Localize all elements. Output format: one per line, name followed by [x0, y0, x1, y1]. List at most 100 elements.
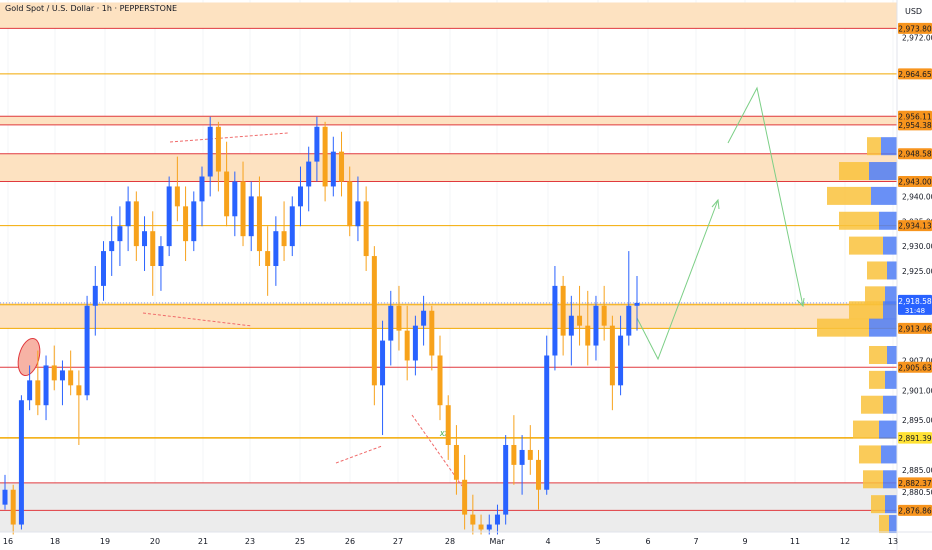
projection-arrowhead-1	[711, 198, 720, 210]
time-axis[interactable]: 16 18 19 20 21 23 25 26 27 28 Mar 4 5 6 7 9 11 12 13	[3, 537, 898, 546]
trendline-channel	[411, 414, 463, 487]
drawings[interactable]: xx	[14, 86, 805, 487]
candle-body	[371, 256, 377, 386]
price-badge-bg	[898, 361, 932, 373]
price-badge-label: 2,891.39	[898, 434, 932, 443]
trendline-low	[335, 445, 383, 464]
time-tick-label: 26	[345, 537, 355, 546]
zone	[0, 153, 897, 182]
profile-sell-bar	[883, 470, 897, 489]
profile-sell-bar	[871, 186, 897, 205]
trendline-bottom	[142, 312, 253, 327]
candle-body	[248, 196, 254, 237]
profile-buy-bar	[839, 162, 869, 181]
time-tick-label: 25	[295, 537, 305, 546]
current-price-label: 2,918.58	[898, 297, 932, 306]
volume-profile	[817, 137, 897, 534]
candle-body	[404, 330, 410, 361]
time-tick-label: 27	[393, 537, 403, 546]
profile-sell-bar	[885, 370, 897, 389]
price-tick-label: 2,901.00	[902, 386, 932, 395]
price-badge-bg	[898, 432, 932, 444]
candle-body	[437, 355, 443, 406]
candle-body	[158, 246, 164, 266]
candle-body	[27, 380, 33, 401]
price-badge-bg	[898, 175, 932, 187]
current-price-badge-bg	[898, 294, 932, 315]
candle-body	[68, 370, 74, 386]
profile-buy-bar	[859, 445, 881, 464]
time-tick-label: 11	[790, 537, 800, 546]
price-badge-label: 2,905.63	[898, 363, 932, 372]
time-tick-label: 19	[100, 537, 110, 546]
candle-body	[494, 514, 500, 525]
profile-buy-bar	[849, 301, 883, 320]
price-badge-bg	[898, 504, 932, 516]
zone	[0, 2, 897, 29]
candle-body	[568, 315, 574, 336]
candle-body	[109, 241, 115, 252]
time-tick-label: 20	[150, 537, 160, 546]
candle-body	[10, 489, 16, 525]
profile-buy-bar	[827, 186, 871, 205]
candle-body	[462, 479, 468, 515]
currency-label[interactable]: USD	[905, 7, 923, 16]
price-badge-label: 2,956.11	[898, 112, 932, 121]
projection-path-1	[636, 199, 719, 361]
time-tick-label: 6	[645, 537, 650, 546]
profile-sell-bar	[883, 236, 897, 255]
candle-body	[478, 524, 484, 530]
candle-body	[363, 201, 369, 257]
candle-body	[347, 181, 353, 227]
candle-body	[503, 444, 509, 515]
candle-body	[577, 315, 583, 326]
candle-body	[552, 285, 558, 356]
projection-path-2	[727, 86, 804, 307]
price-badge-label: 2,964.65	[898, 70, 932, 79]
profile-sell-bar	[869, 318, 897, 337]
time-tick-label: 28	[445, 537, 455, 546]
profile-sell-bar	[889, 515, 897, 534]
candle-body	[133, 201, 139, 247]
candle-body	[174, 186, 180, 207]
candle-body	[380, 340, 386, 386]
candles	[2, 116, 640, 535]
candle-body	[593, 305, 599, 346]
price-badge-bg	[898, 68, 932, 80]
candle-body	[142, 231, 148, 247]
profile-buy-bar	[871, 495, 885, 514]
candle-body	[125, 201, 131, 227]
time-tick-label: 7	[693, 537, 698, 546]
candle-body	[2, 489, 8, 505]
candle-body	[560, 285, 566, 336]
countdown-label: 31:48	[905, 307, 925, 315]
profile-sell-bar	[883, 395, 897, 414]
price-badge-label: 2,913.46	[898, 324, 932, 333]
zone	[0, 302, 897, 329]
candle-body	[388, 305, 394, 341]
candle-body	[626, 305, 632, 336]
candle-body	[585, 325, 591, 346]
profile-buy-bar	[849, 236, 883, 255]
candle-body	[183, 206, 189, 242]
price-badge-label: 2,876.86	[898, 506, 932, 515]
candle-body	[519, 449, 525, 465]
zone	[0, 482, 897, 532]
zone	[0, 116, 897, 125]
price-axis[interactable]: 2,972.002,940.002,935.002,930.002,925.00…	[902, 33, 932, 497]
candle-body	[18, 400, 24, 525]
time-tick-label: 23	[245, 537, 255, 546]
profile-sell-bar	[887, 345, 897, 364]
candle-body	[339, 151, 345, 182]
candle-body	[297, 186, 303, 207]
price-badge-bg	[898, 119, 932, 131]
candle-body	[84, 305, 90, 396]
time-tick-label: 5	[595, 537, 600, 546]
candle-body	[289, 206, 295, 247]
candle-body	[314, 126, 320, 162]
price-badge-bg	[898, 322, 932, 334]
candle-body	[544, 355, 550, 490]
price-badge-label: 2,882.37	[898, 479, 932, 488]
candle-body	[35, 380, 41, 406]
